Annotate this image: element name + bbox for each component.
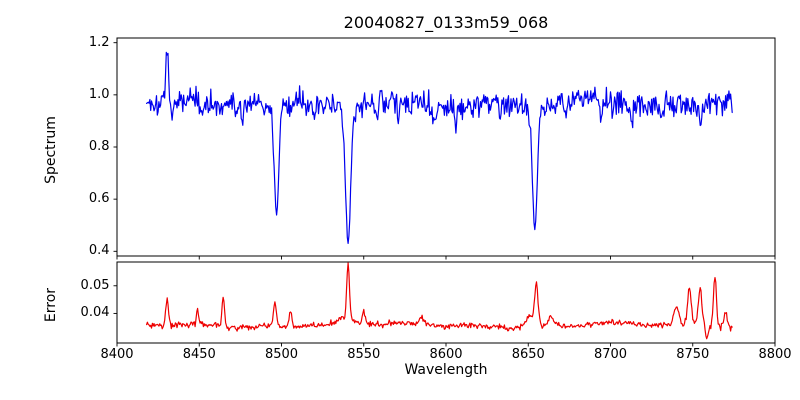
y-tick-label: 0.6 [88, 191, 110, 207]
y-tick-label: 0.05 [80, 277, 110, 293]
x-tick-label: 8600 [429, 347, 463, 362]
x-tick-label: 8450 [182, 347, 216, 362]
x-tick-label: 8700 [593, 347, 628, 362]
y-tick-label: 0.4 [88, 243, 110, 259]
y-tick-label: 1.0 [88, 86, 110, 102]
x-tick-label: 8400 [100, 347, 134, 362]
x-tick-label: 8800 [758, 347, 792, 362]
y-tick-label: 0.8 [88, 139, 110, 154]
y-tick-label: 0.04 [80, 305, 110, 321]
x-axis-label: Wavelength [404, 362, 488, 378]
error-line [146, 262, 733, 340]
spectrum-line [146, 51, 733, 244]
x-tick-label: 8750 [676, 347, 710, 362]
chart-title: 20040827_0133m59_068 [343, 13, 549, 32]
x-tick-label: 8500 [264, 347, 299, 362]
y-tick-label: 1.2 [88, 34, 110, 50]
panel-spectrum-border [116, 37, 776, 257]
x-tick-label: 8650 [511, 347, 545, 362]
x-tick-label: 8550 [347, 347, 381, 362]
panel-error-border [116, 261, 776, 344]
